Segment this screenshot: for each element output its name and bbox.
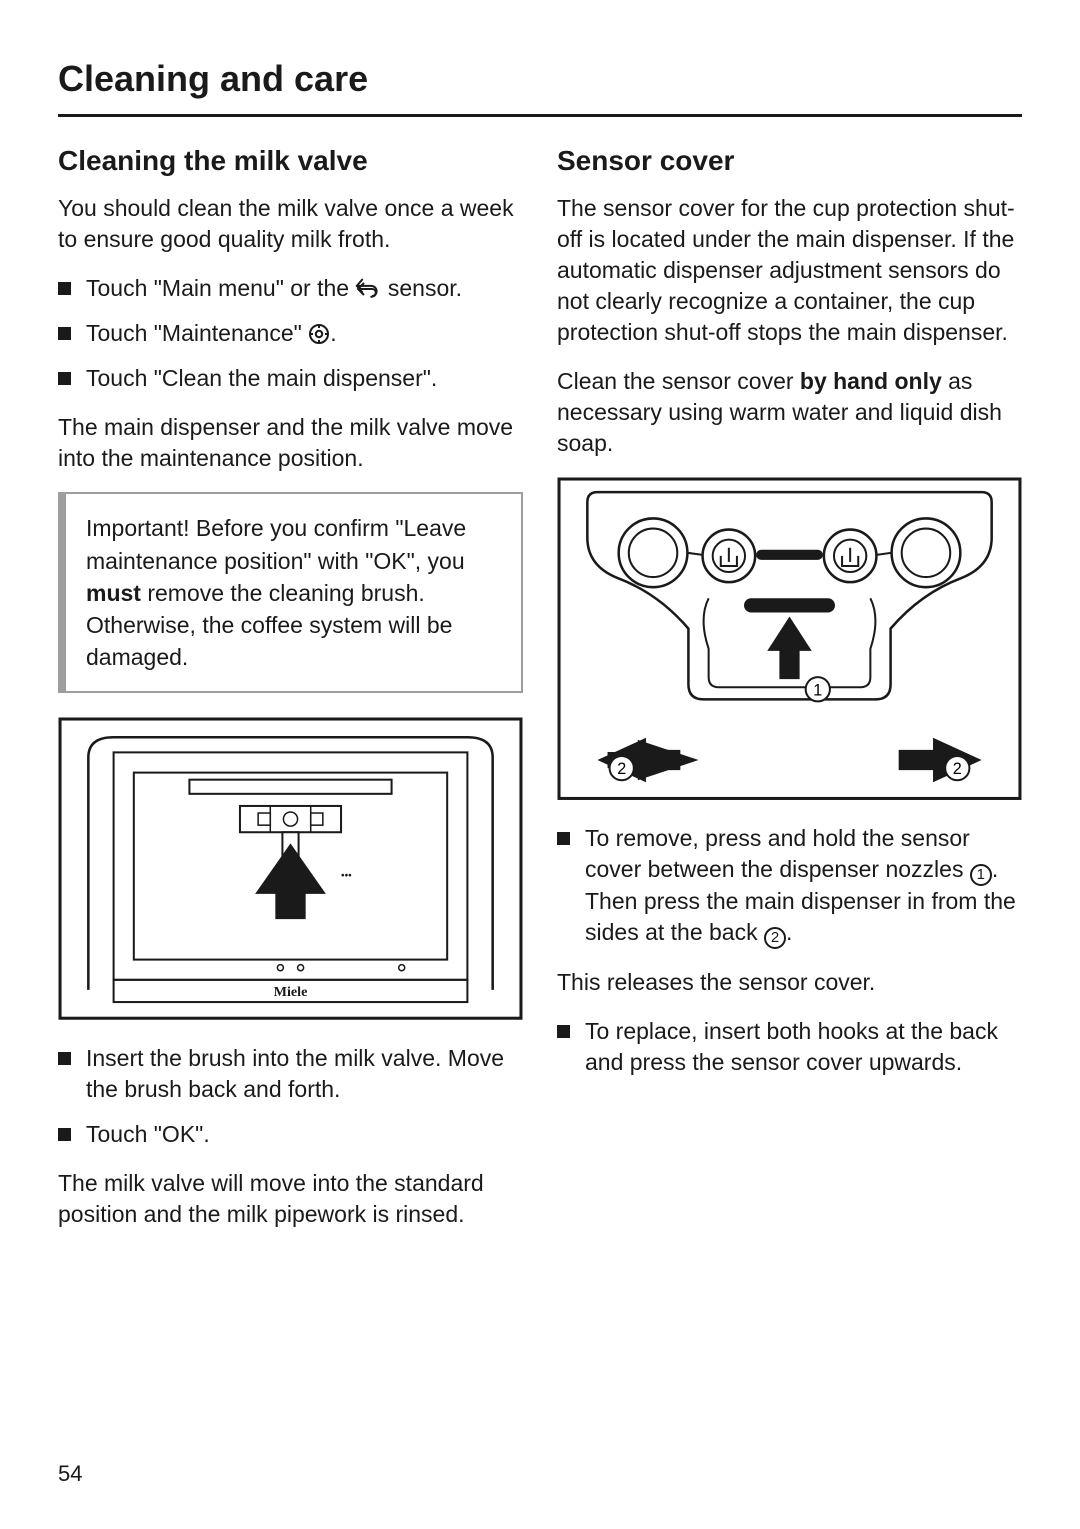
left-intro: You should clean the milk valve once a w…: [58, 193, 523, 255]
step-main-menu: Touch "Main menu" or the sensor.: [58, 273, 523, 304]
circled-1-icon: 1: [970, 864, 992, 886]
settings-icon: [308, 320, 330, 346]
rs-pre: To remove, press and hold the sensor cov…: [585, 825, 970, 882]
page-title: Cleaning and care: [58, 58, 1022, 100]
sensor-cover-figure: 1 2 2: [557, 477, 1022, 800]
step-insert-brush: Insert the brush into the milk valve. Mo…: [58, 1043, 523, 1105]
figure-label-2-right: 2: [953, 761, 962, 779]
right-p2: Clean the sensor cover by hand only as n…: [557, 366, 1022, 459]
left-steps-1: Touch "Main menu" or the sensor. Touch "…: [58, 273, 523, 394]
right-p1: The sensor cover for the cup protection …: [557, 193, 1022, 348]
step-touch-ok: Touch "OK".: [58, 1119, 523, 1150]
right-steps-1: To remove, press and hold the sensor cov…: [557, 823, 1022, 949]
step-remove-cover: To remove, press and hold the sensor cov…: [557, 823, 1022, 949]
step-text: Touch "Clean the main dispenser".: [86, 365, 437, 391]
circled-2-icon: 2: [764, 927, 786, 949]
step-text-pre: Touch "Maintenance": [86, 320, 308, 346]
left-column: Cleaning the milk valve You should clean…: [58, 145, 523, 1248]
callout-post: remove the cleaning brush. Otherwise, th…: [86, 580, 452, 670]
left-mid: The main dispenser and the milk valve mo…: [58, 412, 523, 474]
left-steps-2: Insert the brush into the milk valve. Mo…: [58, 1043, 523, 1150]
left-end: The milk valve will move into the stan­d…: [58, 1168, 523, 1230]
title-rule: [58, 114, 1022, 117]
right-steps-2: To replace, insert both hooks at the bac…: [557, 1016, 1022, 1078]
svg-text:•••: •••: [341, 871, 352, 882]
rs-post: .: [786, 919, 792, 945]
step-text-post: sensor.: [381, 275, 462, 301]
figure-label-2-left: 2: [617, 761, 626, 779]
p2-pre: Clean the sensor cover: [557, 368, 800, 394]
content-columns: Cleaning the milk valve You should clean…: [58, 145, 1022, 1248]
step-clean-dispenser: Touch "Clean the main dispenser".: [58, 363, 523, 394]
important-callout: Important! Before you confirm "Leave mai…: [58, 492, 523, 693]
step-text-post: .: [330, 320, 336, 346]
callout-bold: must: [86, 580, 141, 606]
back-icon: [355, 275, 381, 301]
right-heading: Sensor cover: [557, 145, 1022, 177]
svg-text:Miele: Miele: [274, 984, 308, 1000]
page-number: 54: [58, 1461, 82, 1487]
step-text-pre: Touch "Main menu" or the: [86, 275, 355, 301]
p2-bold: by hand only: [800, 368, 942, 394]
left-heading: Cleaning the milk valve: [58, 145, 523, 177]
right-p3: This releases the sensor cover.: [557, 967, 1022, 998]
step-maintenance: Touch "Maintenance" .: [58, 318, 523, 349]
step-replace-cover: To replace, insert both hooks at the bac…: [557, 1016, 1022, 1078]
right-column: Sensor cover The sensor cover for the cu…: [557, 145, 1022, 1248]
callout-pre: Important! Before you confirm "Leave mai…: [86, 515, 466, 573]
figure-label-1: 1: [813, 682, 822, 700]
milk-valve-figure: ••• Miele: [58, 717, 523, 1020]
